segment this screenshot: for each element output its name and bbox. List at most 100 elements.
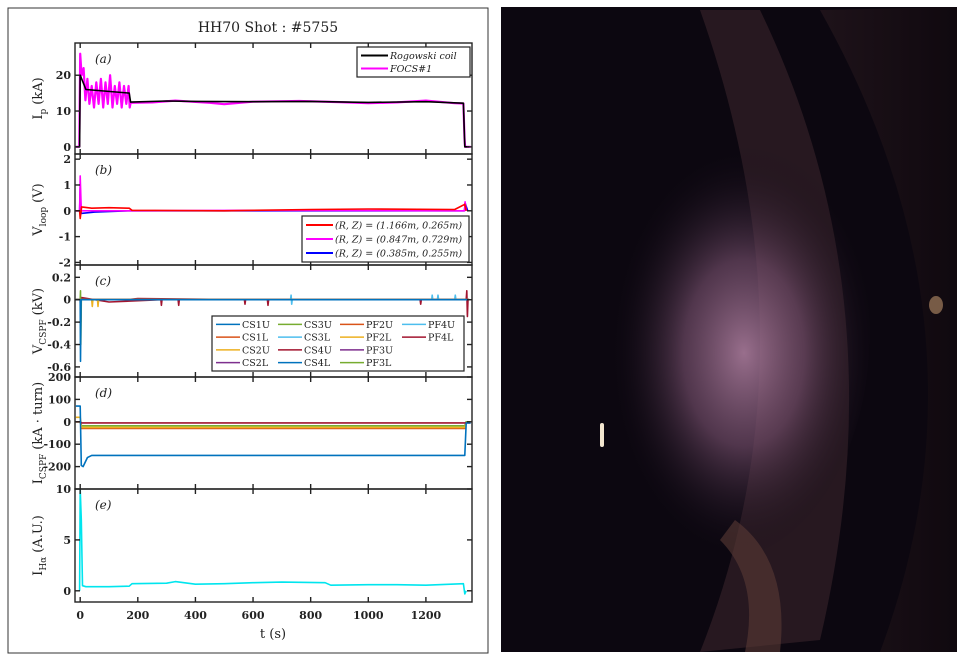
y-label-unit: (A.U.) (31, 515, 46, 553)
y-label-main: V (31, 344, 46, 355)
x-tick-label: 400 (184, 609, 207, 622)
legend: Rogowski coil FOCS#1 (356, 46, 471, 78)
y-tick-label: -0.2 (47, 316, 71, 329)
series-group (78, 489, 467, 595)
legend-label: PF3L (366, 358, 392, 369)
vessel-lower-structure (720, 520, 782, 652)
x-axis-label: t (s) (260, 627, 286, 642)
y-tick-label: 1 (63, 179, 71, 192)
axes-box (74, 488, 473, 603)
legend-label: PF4L (428, 333, 454, 344)
plasma-glow (570, 100, 870, 560)
vessel-outer-wall (820, 7, 957, 652)
figure-title: HH70 Shot : #5755 (198, 20, 338, 36)
y-tick-label: 0 (63, 205, 71, 218)
legend-box (211, 315, 465, 372)
bright-spot (600, 423, 604, 447)
legend-label: Rogowski coil (389, 51, 457, 62)
legend-box (356, 46, 471, 78)
legend: (R, Z) = (1.166m, 0.265m) (R, Z) = (0.847… (301, 215, 470, 263)
panel-0: 0 10 20 (a) Ip (kA) Rogowski coil FOCS#1 (31, 42, 473, 155)
y-label-unit: (V) (31, 183, 46, 203)
y-tick-label: -200 (43, 461, 71, 474)
y-tick-label: 200 (48, 371, 71, 384)
legend-label: PF2U (366, 320, 393, 331)
y-tick-label: 0 (63, 416, 71, 429)
legend-label: CS3L (304, 333, 331, 344)
y-tick-label: -0.4 (47, 339, 71, 352)
plasma-photo (501, 7, 957, 652)
panel-tag: (b) (95, 163, 112, 177)
x-tick-label: 1000 (353, 609, 384, 622)
y-label-unit: (kV) (31, 288, 46, 315)
panel-tag: (a) (95, 52, 112, 66)
y-tick-label: 5 (63, 534, 71, 547)
legend-label: CS4U (304, 345, 332, 356)
x-tick-label: 600 (242, 609, 265, 622)
x-tick-label: 200 (126, 609, 149, 622)
legend-label: CS4L (304, 358, 331, 369)
y-label-unit: (kA) (31, 77, 46, 104)
port-light (929, 296, 943, 314)
y-label-subscript: CSPF (39, 319, 49, 344)
series-group (75, 52, 471, 148)
legend-label: CS3U (304, 320, 332, 331)
y-label-unit: (kA · turn) (31, 382, 46, 450)
legend-label: PF2L (366, 333, 392, 344)
panel-4: 0 200 400 600 800 1000 1200 0 5 10 (e) IHα (A.U.) (31, 483, 473, 622)
legend-label: CS2L (242, 358, 269, 369)
y-tick-label: -1 (59, 231, 71, 244)
y-tick-label: 0 (63, 294, 71, 307)
panel-1: -2 -1 0 1 2 (b) Vloop (V) (R, Z) = (1.166m, 0.26… (31, 153, 473, 269)
y-tick-label: -2 (59, 256, 71, 269)
y-label-main: I (31, 479, 46, 484)
y-tick-label: -0.6 (47, 361, 71, 374)
y-axis-label: IHα (A.U.) (31, 515, 49, 576)
series-line-cs1u (75, 405, 471, 468)
x-tick-label: 800 (299, 609, 322, 622)
y-label-subscript: p (39, 109, 49, 115)
panel-tag: (c) (95, 274, 111, 288)
y-tick-label: 20 (56, 69, 72, 82)
legend-label: (R, Z) = (0.847m, 0.729m) (335, 235, 462, 246)
x-tick-label: 1200 (411, 609, 442, 622)
y-tick-label: 0.2 (52, 271, 71, 284)
y-label-subscript: CSPF (39, 454, 49, 479)
y-tick-label: -100 (43, 438, 71, 451)
panel-3: -200 -100 0 100 200 (d) ICSPF (kA · turn) (31, 371, 473, 490)
series-line-rogowski-coil (75, 74, 470, 148)
y-label-main: V (31, 226, 46, 237)
y-axis-label: VCSPF (kV) (31, 288, 49, 355)
y-label-main: I (31, 115, 46, 120)
y-tick-label: 0 (63, 585, 71, 598)
y-label-main: I (31, 571, 46, 576)
legend-label: PF3U (366, 345, 393, 356)
series-line--r-z-1-166m-0-265m- (75, 203, 467, 220)
legend-label: (R, Z) = (0.385m, 0.255m) (335, 249, 462, 260)
panel-tag: (e) (95, 498, 112, 512)
legend-label: CS1L (242, 333, 269, 344)
y-tick-label: 10 (56, 105, 72, 118)
y-tick-label: 0 (63, 141, 71, 154)
x-tick-label: 0 (76, 609, 84, 622)
series-line-signal (78, 489, 467, 595)
panel-tag: (d) (95, 386, 112, 400)
legend-label: PF4U (428, 320, 455, 331)
y-tick-label: 10 (56, 483, 72, 496)
legend-label: FOCS#1 (389, 64, 432, 75)
y-axis-label: Vloop (V) (31, 183, 49, 236)
y-axis-label: ICSPF (kA · turn) (31, 382, 49, 485)
panel-2: -0.6 -0.4 -0.2 0 0.2 (c) VCSPF (kV) CS1U CS1LCS2U… (31, 264, 473, 378)
y-label-subscript: loop (39, 207, 49, 227)
y-label-subscript: Hα (39, 557, 49, 571)
y-tick-label: 2 (63, 153, 71, 166)
legend-label: (R, Z) = (1.166m, 0.265m) (335, 221, 462, 232)
y-tick-label: 100 (48, 393, 71, 406)
legend-label: CS1U (242, 320, 270, 331)
legend-label: CS2U (242, 345, 270, 356)
series-group (75, 175, 469, 220)
y-axis-label: Ip (kA) (31, 77, 49, 119)
